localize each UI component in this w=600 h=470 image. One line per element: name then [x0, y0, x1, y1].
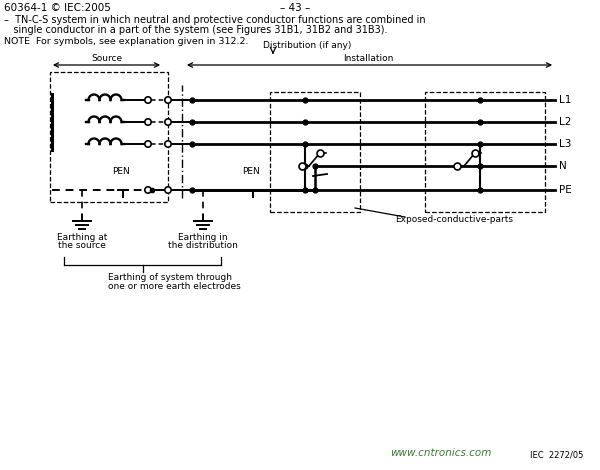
Text: Source: Source	[91, 54, 122, 63]
Text: – 43 –: – 43 –	[280, 3, 310, 13]
Text: –  TN-C-S system in which neutral and protective conductor functions are combine: – TN-C-S system in which neutral and pro…	[4, 15, 425, 25]
Circle shape	[145, 187, 151, 193]
Bar	[270, 92, 360, 212]
Text: 60364-1 © IEC:2005: 60364-1 © IEC:2005	[4, 3, 111, 13]
Text: single conductor in a part of the system (see Figures 31B1, 31B2 and 31B3).: single conductor in a part of the system…	[4, 25, 388, 35]
Circle shape	[145, 97, 151, 103]
Text: one or more earth electrodes: one or more earth electrodes	[107, 282, 240, 291]
Circle shape	[145, 119, 151, 125]
Text: Earthing of system through: Earthing of system through	[107, 273, 232, 282]
Text: Installation: Installation	[343, 54, 394, 63]
Text: NOTE  For symbols, see explanation given in 312.2.: NOTE For symbols, see explanation given …	[4, 37, 248, 46]
Text: Exposed-conductive-parts: Exposed-conductive-parts	[395, 215, 513, 224]
Text: IEC  2272/05: IEC 2272/05	[530, 451, 583, 460]
Text: L1: L1	[559, 95, 571, 105]
Bar	[425, 92, 545, 212]
Circle shape	[145, 141, 151, 147]
Text: the distribution: the distribution	[168, 241, 238, 250]
Text: Distribution (if any): Distribution (if any)	[263, 41, 352, 50]
Circle shape	[165, 119, 171, 125]
Text: N: N	[559, 161, 567, 171]
Text: PEN: PEN	[242, 167, 260, 176]
Text: PE: PE	[559, 185, 572, 195]
Circle shape	[165, 141, 171, 147]
Circle shape	[165, 97, 171, 103]
Text: Earthing at: Earthing at	[57, 233, 107, 242]
Text: PEN: PEN	[112, 167, 130, 176]
Text: www.cntronics.com: www.cntronics.com	[390, 448, 491, 458]
Text: L3: L3	[559, 139, 571, 149]
Text: L2: L2	[559, 117, 571, 127]
Bar	[50, 72, 168, 202]
Circle shape	[165, 187, 171, 193]
Text: the source: the source	[58, 241, 106, 250]
Text: Earthing in: Earthing in	[178, 233, 228, 242]
